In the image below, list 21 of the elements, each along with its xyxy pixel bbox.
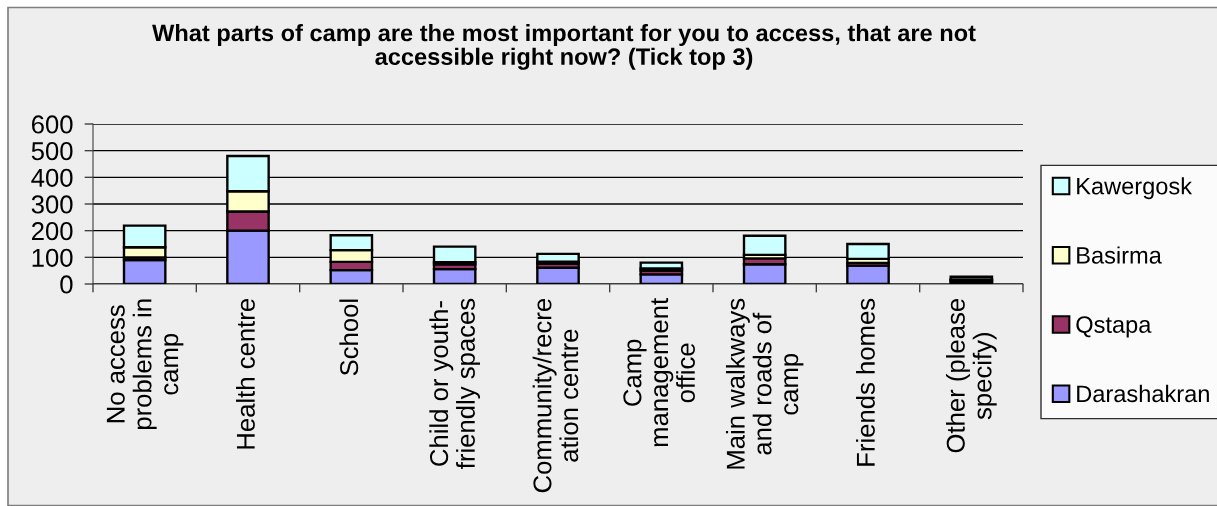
x-tick-label: Community/recre ation centre — [532, 299, 579, 493]
x-tick-label: Child or youth- friendly spaces — [429, 298, 481, 469]
y-tick-label: 500 — [31, 142, 73, 161]
x-tick-label: Health centre — [236, 299, 255, 449]
x-tick-label: No access problems in camp — [106, 299, 184, 430]
y-tick-label: 600 — [31, 115, 73, 134]
x-tick-label: Main walkways and roads of camp — [725, 298, 804, 469]
legend-label: Darashakran — [1077, 384, 1209, 403]
x-tick-label: Friends homes — [856, 298, 875, 466]
x-tick-label: Other (please specify) — [945, 299, 997, 453]
chart-title: What parts of camp are the most important for you to access, that are not accessible right now? (Tick top 3) — [152, 24, 976, 70]
y-tick-label: 0 — [60, 275, 73, 294]
legend-label: Basirma — [1077, 246, 1162, 264]
legend-label: Qstapa — [1076, 316, 1152, 338]
y-tick-label: 400 — [31, 168, 73, 187]
y-tick-label: 200 — [31, 222, 73, 241]
y-tick-label: 100 — [32, 248, 73, 267]
legend-label: Kawergosk — [1077, 177, 1193, 200]
x-tick-label: School — [339, 299, 359, 376]
y-tick-label: 300 — [31, 195, 73, 214]
x-tick-label: Camp management office — [623, 298, 695, 447]
